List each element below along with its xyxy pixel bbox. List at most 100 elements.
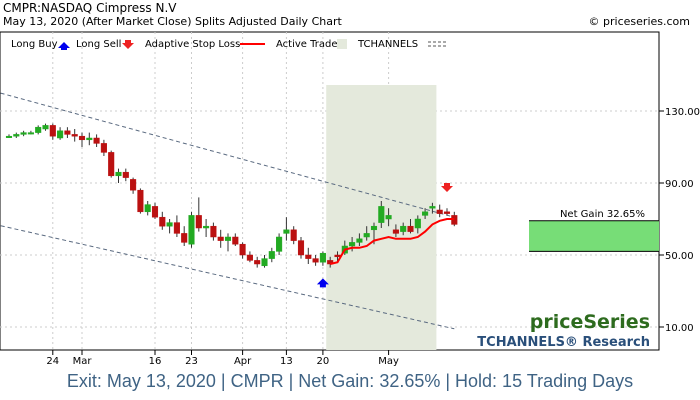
candle-body [195,215,202,229]
candle-body [363,233,370,238]
candle-body [203,225,210,229]
net-gain-label: Net Gain 32.65% [560,209,645,220]
candle-body [42,125,49,130]
candle-body [181,233,188,243]
candle-body [261,258,268,267]
candle-body [254,260,261,265]
candle-body [407,225,414,232]
candle-body [224,236,232,241]
candle-body [319,252,326,263]
sell-signal-arrow [441,183,453,192]
legend-adaptive-stop: Adaptive Stop Loss [145,39,240,50]
trade-summary-footer: Exit: May 13, 2020 | CMPR | Net Gain: 32… [66,371,634,391]
candle-body [297,240,305,256]
candle-body [356,238,363,243]
x-tick-label: 13 [280,356,293,367]
candle-body [86,137,93,141]
candle-body [137,189,144,213]
buy-signal-arrow [316,278,329,288]
candle-body [392,229,399,234]
candle-body [443,211,451,214]
chart-symbol: CMPR:NASDAQ Cimpress N.V [3,1,177,15]
candle-body [378,206,385,223]
candle-body [5,135,13,138]
candle-body [210,225,217,238]
candle-body [422,211,429,216]
legend-tchannels: TCHANNELS [357,39,418,50]
net-gain-box: Net Gain 32.65% [529,209,659,252]
x-tick-label: Apr [234,356,252,367]
candle-body [108,152,115,177]
candle-body [436,209,443,214]
chart-date-line: May 13, 2020 (After Market Close) Splits… [3,15,342,28]
candle-body [276,236,283,252]
candle-body [130,179,137,191]
candle-body [173,222,180,234]
candle-body [35,126,42,133]
candle-body [57,130,64,139]
y-tick-label: 90.00 [665,179,694,190]
candle-body [334,254,341,258]
legend: Long Buy Long Sell Adaptive Stop Loss Ac… [11,39,446,50]
candles [5,123,458,268]
x-tick-label: May [378,356,399,367]
candle-body [327,260,334,265]
candle-body [166,222,173,227]
candle-body [49,125,56,137]
candle-body [115,171,122,177]
x-tick-label: 23 [185,356,198,367]
candle-body [349,242,356,247]
candle-body [283,229,290,234]
y-tick-label: 50.00 [665,251,694,262]
candle-body [385,215,392,220]
brand-name: priceSeries [530,311,650,333]
y-axis: 10.00 50.00 90.00 130.00 [659,107,700,334]
legend-long-buy: Long Buy [11,39,58,50]
candle-body [151,206,159,218]
x-tick-label: 16 [149,356,162,367]
sell-arrow-icon [122,40,134,49]
buy-arrow-icon [58,42,70,50]
candle-body [232,236,239,245]
adaptive-stop-loss [329,218,455,265]
x-tick-label: Mar [73,356,93,367]
candle-body [27,132,34,135]
legend-long-sell: Long Sell [76,39,121,50]
candle-body [71,134,78,137]
trade-zone-icon [337,39,347,49]
candle-body [93,137,100,144]
candle-body [239,243,246,256]
candle-body [159,216,166,227]
channel-lower [0,225,455,330]
tchannels [0,92,455,330]
candle-body [20,132,27,135]
candle-body [13,134,20,137]
candle-body [78,135,86,141]
price-chart: Net Gain 32.65% 10.00 50.00 90.00 130.00 24… [0,31,700,367]
candle-body [312,258,319,263]
candle-body [400,225,407,232]
x-tick-label: 24 [46,356,59,367]
copyright: © priceseries.com [588,15,690,28]
x-axis: 24 Mar 16 23 Apr 13 20 May [46,350,399,367]
candle-body [122,171,129,178]
candle-body [217,236,224,241]
candle-body [64,130,71,135]
candle-body [414,218,421,229]
candle-body [144,204,151,213]
candle-body [370,225,378,231]
candle-body [290,229,297,241]
candle-body [246,254,253,261]
y-tick-label: 130.00 [665,107,700,118]
legend-active-trade: Active Trade [276,39,338,50]
channel-upper [0,92,455,218]
candle-body [429,206,436,209]
stop-loss-line [329,218,455,265]
candle-body [188,215,195,245]
gain-box-rect [529,220,659,252]
x-tick-label: 20 [317,356,330,367]
candle-body [100,143,107,153]
y-tick-label: 10.00 [665,323,694,334]
signals [316,183,453,288]
candle-body [305,254,312,259]
